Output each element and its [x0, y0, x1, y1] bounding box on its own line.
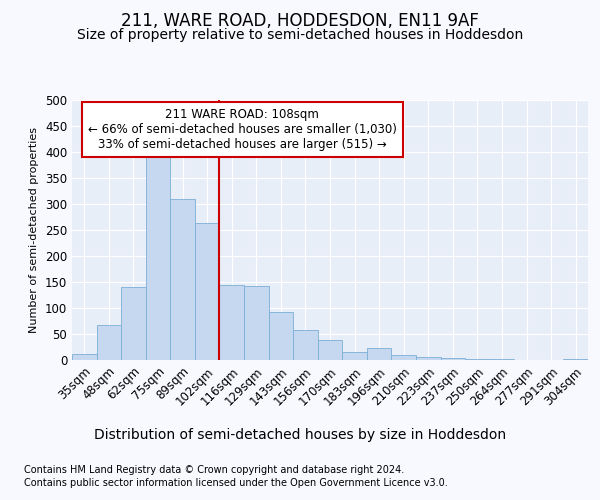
- Bar: [342, 352, 367, 360]
- Bar: [72, 354, 97, 360]
- Bar: [220, 284, 244, 360]
- Text: Distribution of semi-detached houses by size in Hoddesdon: Distribution of semi-detached houses by …: [94, 428, 506, 442]
- Bar: [367, 348, 391, 360]
- Bar: [146, 151, 170, 360]
- Text: Contains HM Land Registry data © Crown copyright and database right 2024.: Contains HM Land Registry data © Crown c…: [24, 465, 404, 475]
- Bar: [195, 223, 220, 360]
- Bar: [121, 287, 146, 360]
- Bar: [170, 199, 195, 360]
- Bar: [97, 325, 121, 360]
- Bar: [244, 286, 269, 360]
- Text: 211 WARE ROAD: 108sqm
← 66% of semi-detached houses are smaller (1,030)
33% of s: 211 WARE ROAD: 108sqm ← 66% of semi-deta…: [88, 108, 397, 151]
- Bar: [440, 358, 465, 360]
- Bar: [269, 312, 293, 360]
- Text: Size of property relative to semi-detached houses in Hoddesdon: Size of property relative to semi-detach…: [77, 28, 523, 42]
- Bar: [465, 359, 490, 360]
- Text: 211, WARE ROAD, HODDESDON, EN11 9AF: 211, WARE ROAD, HODDESDON, EN11 9AF: [121, 12, 479, 30]
- Bar: [318, 340, 342, 360]
- Bar: [293, 330, 318, 360]
- Bar: [391, 356, 416, 360]
- Bar: [416, 357, 440, 360]
- Y-axis label: Number of semi-detached properties: Number of semi-detached properties: [29, 127, 40, 333]
- Text: Contains public sector information licensed under the Open Government Licence v3: Contains public sector information licen…: [24, 478, 448, 488]
